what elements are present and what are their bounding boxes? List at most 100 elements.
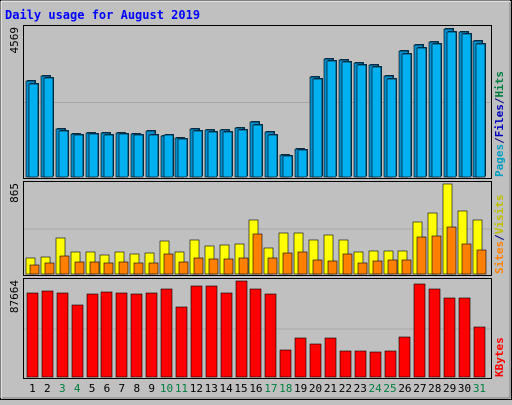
hits-max-label: 4569 [8, 27, 21, 54]
bar-sites-day-6 [103, 262, 114, 275]
bar-sites-day-18 [282, 252, 293, 275]
x-tick-label-day-9: 9 [148, 382, 155, 395]
bar-kbytes-day-27 [413, 283, 426, 378]
x-tick-label-day-15: 15 [234, 382, 247, 395]
bar-files-day-15 [237, 129, 248, 178]
bar-kbytes-day-10 [160, 288, 173, 378]
bar-files-day-11 [177, 138, 188, 178]
bar-sites-day-13 [208, 258, 219, 275]
bar-files-day-9 [148, 134, 159, 178]
bar-files-day-19 [297, 149, 308, 178]
x-tick-label-day-23: 23 [354, 382, 367, 395]
x-tick-label-day-5: 5 [89, 382, 96, 395]
x-tick-label-day-25: 25 [383, 382, 396, 395]
x-tick-label-day-21: 21 [324, 382, 337, 395]
bar-files-day-21 [326, 60, 337, 178]
bar-sites-day-24 [372, 260, 383, 275]
bar-kbytes-day-3 [56, 292, 69, 378]
legend-entry: / [493, 234, 506, 241]
bar-sites-day-12 [193, 257, 204, 275]
x-tick-label-day-4: 4 [74, 382, 81, 395]
bar-sites-day-26 [401, 259, 412, 275]
bar-kbytes-day-1 [26, 292, 39, 378]
bar-kbytes-day-6 [100, 291, 113, 378]
bar-files-day-13 [207, 131, 218, 178]
bar-files-day-3 [58, 130, 69, 178]
x-tick-label-day-29: 29 [443, 382, 456, 395]
legend-entry: KBytes [493, 337, 506, 377]
bar-files-day-25 [386, 78, 397, 178]
legend-top: Pages/Files/Hits [493, 71, 506, 177]
bar-kbytes-day-11 [175, 306, 188, 378]
bar-files-day-8 [133, 134, 144, 178]
bar-files-day-1 [28, 83, 39, 178]
bar-files-day-4 [73, 134, 84, 178]
x-tick-label-day-7: 7 [119, 382, 126, 395]
bar-kbytes-day-22 [339, 350, 352, 378]
x-tick-label-day-12: 12 [190, 382, 203, 395]
bar-sites-day-27 [416, 236, 427, 275]
bar-kbytes-day-24 [369, 351, 382, 378]
bar-files-day-31 [475, 43, 486, 178]
bar-sites-day-17 [267, 257, 278, 275]
bar-kbytes-day-12 [190, 285, 203, 378]
bar-kbytes-day-2 [41, 290, 54, 378]
bar-files-day-28 [431, 43, 442, 178]
bar-sites-day-10 [163, 253, 174, 275]
x-tick-label-day-26: 26 [398, 382, 411, 395]
x-tick-label-day-19: 19 [294, 382, 307, 395]
bar-sites-day-7 [118, 261, 129, 275]
legend-entry: Files [493, 104, 506, 137]
x-tick-label-day-20: 20 [309, 382, 322, 395]
bar-sites-day-19 [297, 251, 308, 275]
x-tick-label-day-18: 18 [279, 382, 292, 395]
bar-kbytes-day-19 [294, 337, 307, 378]
bar-sites-day-21 [327, 260, 338, 275]
x-tick-label-day-31: 31 [473, 382, 486, 395]
bar-kbytes-day-17 [264, 293, 277, 378]
bar-kbytes-day-9 [145, 292, 158, 378]
x-tick-label-day-13: 13 [205, 382, 218, 395]
bar-kbytes-day-7 [115, 292, 128, 378]
bar-files-day-23 [356, 64, 367, 178]
bar-kbytes-day-13 [205, 285, 218, 378]
legend-entry: Sites [493, 241, 506, 274]
x-tick-label-day-27: 27 [413, 382, 426, 395]
bar-sites-day-11 [178, 261, 189, 275]
bar-sites-day-5 [89, 261, 100, 275]
x-tick-label-day-3: 3 [59, 382, 66, 395]
x-tick-label-day-22: 22 [339, 382, 352, 395]
bar-sites-day-15 [238, 257, 249, 275]
bar-files-day-18 [282, 155, 293, 178]
bar-kbytes-day-28 [428, 288, 441, 378]
x-tick-label-day-11: 11 [175, 382, 188, 395]
x-tick-label-day-30: 30 [458, 382, 471, 395]
bar-files-day-14 [222, 131, 233, 178]
bar-kbytes-day-30 [458, 297, 471, 378]
bar-sites-day-22 [342, 253, 353, 275]
bar-sites-day-8 [133, 262, 144, 275]
legend-entry: / [493, 137, 506, 144]
bar-kbytes-day-8 [130, 293, 143, 378]
bar-kbytes-day-31 [473, 326, 486, 378]
bar-files-day-22 [341, 61, 352, 178]
bar-files-day-6 [103, 134, 114, 178]
bar-sites-day-25 [387, 259, 398, 275]
legend-entry: / [493, 97, 506, 104]
x-tick-label-day-16: 16 [249, 382, 262, 395]
bar-files-day-27 [416, 47, 427, 178]
legend-entry: Visits [493, 195, 506, 235]
bar-files-day-2 [43, 77, 54, 178]
bar-sites-day-29 [446, 226, 457, 275]
bar-sites-day-20 [312, 259, 323, 275]
x-tick-label-day-14: 14 [220, 382, 234, 395]
x-tick-label-day-28: 28 [428, 382, 441, 395]
bar-sites-day-1 [29, 264, 40, 275]
bar-kbytes-day-26 [398, 336, 411, 378]
x-tick-label-day-1: 1 [29, 382, 36, 395]
bar-sites-day-28 [431, 235, 442, 275]
legend-entry: Pages [493, 144, 506, 177]
bar-kbytes-day-16 [249, 288, 262, 378]
